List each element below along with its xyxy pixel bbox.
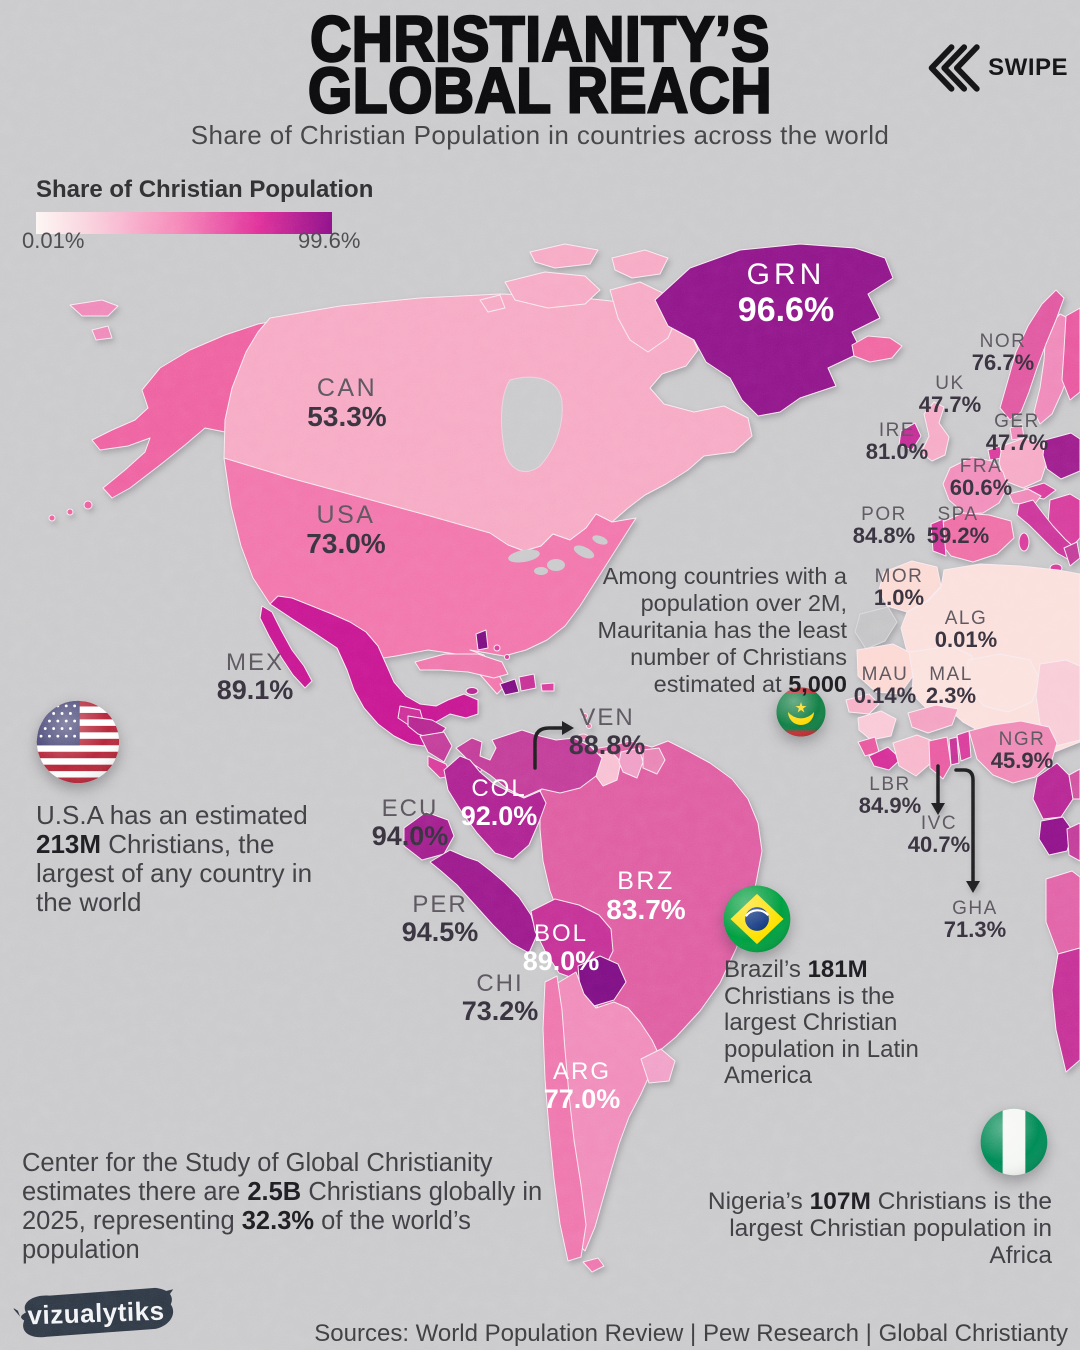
country-label-usa: USA 73.0% (306, 501, 386, 559)
country-label-spa: SPA 59.2% (926, 504, 990, 548)
gha-arrowhead (966, 881, 980, 893)
vizualytiks-logo: vizualytiks (13, 1287, 174, 1338)
tierra-del-fuego (582, 1257, 605, 1273)
aleutian-island (48, 514, 56, 522)
country-label-ivc: IVC 40.7% (907, 813, 971, 857)
country-label-arg: ARG 77.0% (543, 1058, 621, 1114)
mauritania-annotation-bold: 5,000 (788, 671, 847, 697)
swipe-label: SWIPE (988, 54, 1068, 81)
nigeria-annotation-bold: 107M (809, 1188, 871, 1215)
country-label-mau: MAU 0.14% (853, 664, 917, 708)
swipe-button[interactable]: SWIPE (928, 40, 1068, 96)
region-western-sahara (854, 606, 898, 650)
global-stat-annotation: Center for the Study of Global Christian… (22, 1149, 562, 1265)
canada-arctic-island (529, 243, 599, 269)
canada-arctic-island (611, 249, 669, 279)
logo-text: vizualytiks (27, 1296, 165, 1331)
nigeria-annotation: Nigeria’s 107M Christians is the largest… (700, 1188, 1052, 1269)
country-jamaica (465, 687, 479, 695)
usa-flag-icon (36, 700, 120, 784)
country-guinea (857, 710, 897, 741)
country-dominican-republic (518, 673, 537, 692)
country-belize (475, 629, 489, 651)
global-stat-bold2: 32.3% (241, 1207, 315, 1235)
country-ivory-coast (892, 734, 934, 777)
usa-annotation-text1: U.S.A has an estimated (36, 800, 308, 830)
swipe-chevrons-icon (928, 44, 980, 92)
mauritania-annotation: Among countries with a population over 2… (545, 563, 847, 698)
country-label-mor: MOR 1.0% (873, 566, 925, 610)
legend-min-value: 0.01% (22, 228, 85, 253)
country-label-lbr: LBR 84.9% (858, 774, 922, 818)
brazil-annotation: Brazil’s 181M Christians is the largest … (724, 956, 930, 1090)
brazil-annotation-bold: 181M (807, 956, 868, 983)
page-subtitle: Share of Christian Population in countri… (190, 120, 890, 150)
country-russia-fragment (69, 299, 119, 317)
country-label-ngr: NGR 45.9% (990, 729, 1054, 773)
country-label-col: COL 92.0% (460, 775, 538, 831)
legend-max-value: 99.6% (298, 228, 361, 253)
country-nicaragua (419, 731, 453, 763)
country-ghana (928, 736, 952, 780)
global-stat-bold1: 2.5B (247, 1178, 302, 1206)
country-label-ven: VEN 88.8% (568, 704, 646, 760)
country-iceland (851, 335, 903, 363)
aleutian-island (83, 500, 93, 510)
country-namibia (1051, 947, 1080, 1073)
brazil-annotation-text1: Brazil’s (724, 956, 808, 983)
country-label-brz: BRZ 83.7% (606, 867, 686, 925)
page-title: CHRISTIANITY’S GLOBAL REACH (0, 7, 1080, 128)
country-russia-fragment2 (91, 325, 113, 341)
country-label-ger: GER 47.7% (985, 411, 1049, 455)
usa-annotation-bold: 213M (36, 829, 102, 859)
country-label-ecu: ECU 94.0% (371, 795, 449, 851)
country-label-fra: FRA 60.6% (949, 456, 1013, 500)
aleutian-island (66, 508, 74, 516)
country-label-can: CAN 53.3% (307, 374, 387, 432)
usa-annotation: U.S.A has an estimated 213M Christians, … (36, 801, 336, 917)
country-label-chi: CHI 73.2% (461, 970, 539, 1026)
brazil-annotation-text2: Christians is the largest Christian popu… (724, 982, 919, 1089)
country-label-gha: GHA 71.3% (943, 898, 1007, 942)
country-benin (956, 730, 972, 762)
country-label-bol: BOL 89.0% (522, 920, 600, 976)
brazil-flag-icon (723, 885, 791, 953)
country-label-nor: NOR 76.7% (971, 331, 1035, 375)
country-cuba (414, 653, 509, 679)
bahamas (493, 644, 501, 652)
country-label-uk: UK 47.7% (918, 373, 982, 417)
country-label-mex: MEX 89.1% (216, 649, 294, 705)
country-label-ire: IRE 81.0% (865, 420, 929, 464)
country-label-alg: ALG 0.01% (934, 608, 998, 652)
title-line-2: GLOBAL REACH (307, 55, 773, 128)
country-label-por: POR 84.8% (852, 504, 916, 548)
sardinia (1018, 532, 1030, 552)
nigeria-annotation-text1: Nigeria’s (707, 1188, 810, 1215)
country-label-per: PER 94.5% (401, 891, 479, 947)
legend: Share of Christian Population 0.01% 99.6… (22, 176, 374, 253)
nigeria-flag-icon (980, 1108, 1048, 1176)
sources-text: Sources: World Population Review | Pew R… (314, 1320, 1068, 1347)
country-label-grn: GRN 96.6% (737, 258, 835, 329)
country-angola (1045, 870, 1080, 955)
legend-title: Share of Christian Population (36, 176, 374, 203)
country-poland (1042, 432, 1080, 480)
bahamas (504, 654, 510, 660)
country-congo (1066, 822, 1080, 862)
country-label-mal: MAL 2.3% (925, 664, 977, 708)
country-burkina (907, 704, 959, 734)
